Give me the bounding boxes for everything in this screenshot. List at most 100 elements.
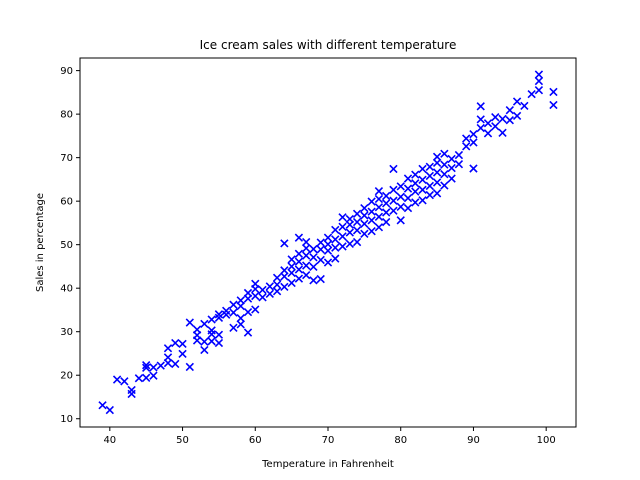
data-point-marker (272, 273, 282, 282)
y-axis-label: Sales in percentage (35, 193, 46, 292)
data-point-marker (323, 233, 333, 242)
data-point-marker (534, 70, 544, 79)
data-point-marker (389, 196, 398, 205)
data-point-marker (156, 361, 165, 370)
data-point-marker (360, 229, 369, 238)
y-tick-label: 30 (60, 327, 73, 338)
data-point-marker (338, 242, 347, 251)
data-point-marker (374, 203, 384, 212)
data-point-marker (440, 160, 449, 169)
data-point-marker (163, 344, 173, 353)
data-point-marker (258, 293, 267, 302)
data-point-marker (142, 361, 151, 370)
data-point-marker (229, 323, 238, 332)
data-point-marker (411, 198, 420, 207)
x-tick-label: 60 (249, 435, 262, 446)
data-point-marker (229, 300, 238, 309)
data-point-marker (207, 326, 216, 335)
data-point-marker (323, 246, 333, 255)
data-point-marker (105, 405, 114, 415)
data-point-marker (302, 270, 311, 280)
data-markers (98, 70, 558, 415)
data-point-marker (338, 232, 347, 241)
data-point-marker (396, 182, 405, 191)
data-point-marker (476, 115, 485, 124)
data-point-marker (207, 315, 216, 324)
data-point-marker (236, 320, 245, 329)
data-point-marker (360, 211, 369, 220)
data-point-marker (280, 239, 289, 248)
data-point-marker (112, 375, 122, 384)
data-point-marker (287, 255, 296, 264)
data-point-marker (207, 337, 216, 346)
data-point-marker (127, 385, 136, 395)
data-point-marker (272, 287, 282, 296)
data-point-marker (142, 363, 151, 372)
data-point-marker (469, 164, 478, 173)
data-point-marker (389, 185, 398, 195)
data-point-marker (425, 162, 434, 171)
data-point-marker (236, 296, 245, 305)
data-point-marker (432, 152, 442, 161)
data-point-marker (200, 319, 209, 329)
data-point-marker (476, 102, 485, 111)
data-point-marker (272, 280, 282, 289)
data-point-marker (345, 228, 354, 237)
data-point-marker (98, 401, 107, 410)
data-point-marker (491, 122, 500, 131)
data-point-marker (316, 245, 325, 254)
data-point-marker (302, 261, 311, 270)
data-point-marker (389, 164, 398, 174)
data-point-marker (251, 291, 260, 301)
data-point-marker (178, 349, 187, 359)
y-tick-label: 60 (60, 197, 73, 208)
data-point-marker (331, 254, 340, 263)
data-point-marker (403, 174, 413, 183)
data-point-marker (287, 278, 296, 288)
data-point-marker (345, 214, 354, 224)
data-point-marker (294, 249, 304, 258)
data-point-marker (411, 187, 420, 196)
data-point-marker (396, 216, 405, 225)
data-point-marker (549, 87, 558, 97)
data-point-marker (374, 212, 384, 221)
data-point-marker (287, 268, 296, 278)
data-point-marker (309, 262, 318, 272)
data-point-marker (236, 314, 245, 323)
x-axis-label: Temperature in Fahrenheit (261, 459, 394, 470)
data-point-marker (432, 158, 442, 168)
data-point-marker (440, 149, 449, 158)
data-point-marker (389, 206, 398, 215)
data-point-marker (527, 89, 536, 99)
data-point-marker (258, 285, 267, 295)
data-point-marker (367, 227, 376, 236)
data-point-marker (418, 164, 427, 174)
data-point-marker (367, 197, 376, 206)
data-point-marker (454, 160, 464, 169)
data-point-marker (265, 289, 274, 299)
data-point-marker (534, 86, 544, 95)
data-point-marker (280, 266, 289, 275)
data-point-marker (432, 189, 442, 198)
data-point-marker (185, 318, 194, 327)
data-point-marker (374, 194, 384, 204)
data-point-marker (462, 134, 471, 143)
data-point-marker (367, 207, 376, 216)
data-point-marker (142, 373, 151, 382)
data-point-marker (476, 123, 485, 133)
data-point-marker (331, 225, 340, 235)
data-point-marker (512, 97, 522, 106)
data-point-marker (214, 330, 224, 339)
data-point-marker (149, 363, 158, 372)
data-point-marker (425, 181, 434, 191)
data-point-marker (534, 76, 544, 86)
data-point-marker (498, 128, 507, 138)
data-point-marker (360, 219, 369, 228)
x-tick-label: 90 (467, 435, 480, 446)
data-point-marker (309, 276, 318, 285)
data-point-marker (352, 209, 362, 218)
data-point-marker (229, 308, 238, 317)
data-point-marker (512, 111, 522, 121)
